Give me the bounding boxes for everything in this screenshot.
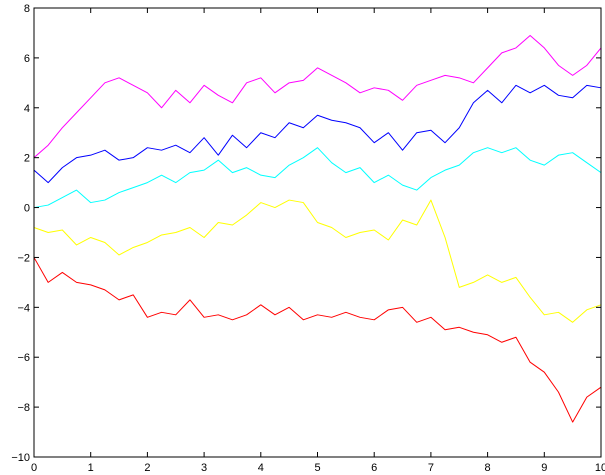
y-tick-label: −4 [17, 302, 30, 314]
y-tick-label: 0 [24, 203, 30, 215]
x-tick-label: 8 [485, 462, 491, 474]
series-line-3 [33, 199, 602, 323]
y-axis: −10 −8 −6 −4 −2 0 2 4 6 8 [11, 3, 601, 464]
y-tick-label: 6 [24, 53, 30, 65]
y-tick-label: −6 [17, 352, 30, 364]
series-line-2 [33, 147, 602, 209]
series-line-4 [33, 257, 602, 423]
x-tick-label: 2 [144, 462, 150, 474]
x-axis: 0 1 2 3 4 5 6 7 8 9 10 [31, 8, 605, 474]
y-tick-label: −8 [17, 402, 30, 414]
x-tick-label: 10 [595, 462, 605, 474]
x-tick-label: 5 [314, 462, 320, 474]
series-line-1 [33, 84, 602, 184]
x-tick-label: 4 [258, 462, 264, 474]
x-tick-label: 1 [88, 462, 94, 474]
x-tick-label: 7 [428, 462, 434, 474]
y-tick-label: 8 [24, 3, 30, 15]
series-layer [33, 34, 602, 423]
x-tick-label: 9 [541, 462, 547, 474]
x-tick-label: 3 [201, 462, 207, 474]
y-tick-label: 4 [24, 103, 30, 115]
series-line-0 [33, 34, 602, 159]
y-tick-label: −2 [17, 252, 30, 264]
plot-area-frame [33, 7, 602, 458]
x-tick-label: 0 [31, 462, 37, 474]
x-tick-label: 6 [371, 462, 377, 474]
y-tick-label: 2 [24, 153, 30, 165]
y-tick-label: −10 [11, 452, 30, 464]
